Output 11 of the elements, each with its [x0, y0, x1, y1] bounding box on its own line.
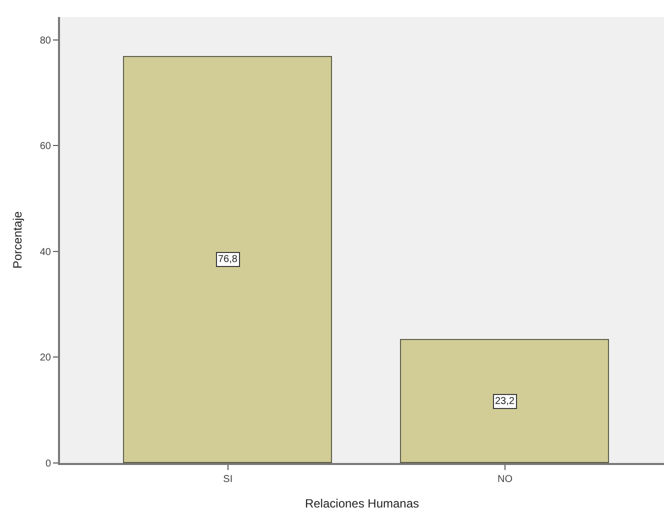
y-tick-label: 60 — [40, 141, 52, 152]
data-label: 76,8 — [218, 254, 238, 265]
data-label: 23,2 — [495, 396, 515, 407]
x-tick-label: NO — [497, 474, 513, 485]
x-tick-label: SI — [223, 474, 233, 485]
y-axis-title: Porcentaje — [10, 210, 25, 269]
x-axis-title: Relaciones Humanas — [304, 496, 420, 510]
y-tick-label: 40 — [40, 246, 52, 258]
y-tick-label: 20 — [40, 352, 52, 364]
y-tick-label: 80 — [40, 35, 52, 46]
y-tick-label: 0 — [45, 458, 52, 470]
